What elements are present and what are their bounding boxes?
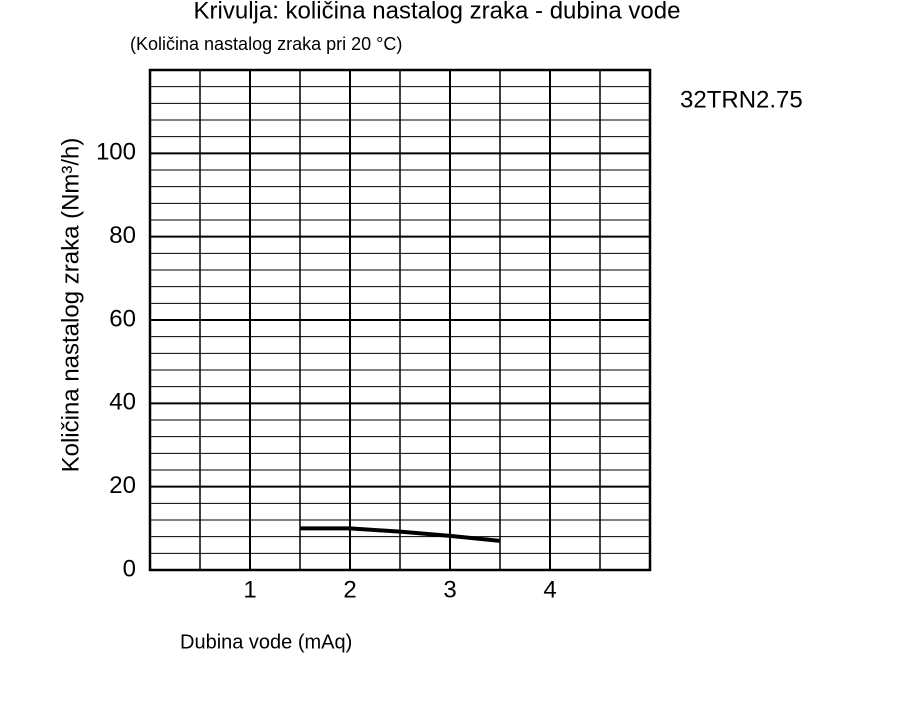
y-tick-label: 20: [109, 472, 136, 499]
y-axis-label: Količina nastalog zraka (Nm³/h): [57, 138, 84, 473]
x-tick-label: 4: [543, 576, 556, 603]
annotation: 32TRN2.75: [680, 86, 803, 113]
y-tick-label: 80: [109, 222, 136, 249]
y-tick-label: 60: [109, 305, 136, 332]
data-line: [300, 526, 501, 543]
plot-frame: [148, 68, 652, 572]
y-tick-label: 100: [96, 139, 136, 166]
y-tick-label: 0: [123, 555, 136, 582]
y-tick-label: 40: [109, 389, 136, 416]
x-axis-label: Dubina vode (mAq): [180, 631, 352, 653]
chart-subtitle: (Količina nastalog zraka pri 20 °C): [130, 34, 402, 54]
chart-title: Krivulja: količina nastalog zraka - dubi…: [194, 0, 681, 24]
x-tick-label: 2: [343, 576, 356, 603]
x-tick-label: 1: [243, 576, 256, 603]
x-tick-label: 3: [443, 576, 456, 603]
